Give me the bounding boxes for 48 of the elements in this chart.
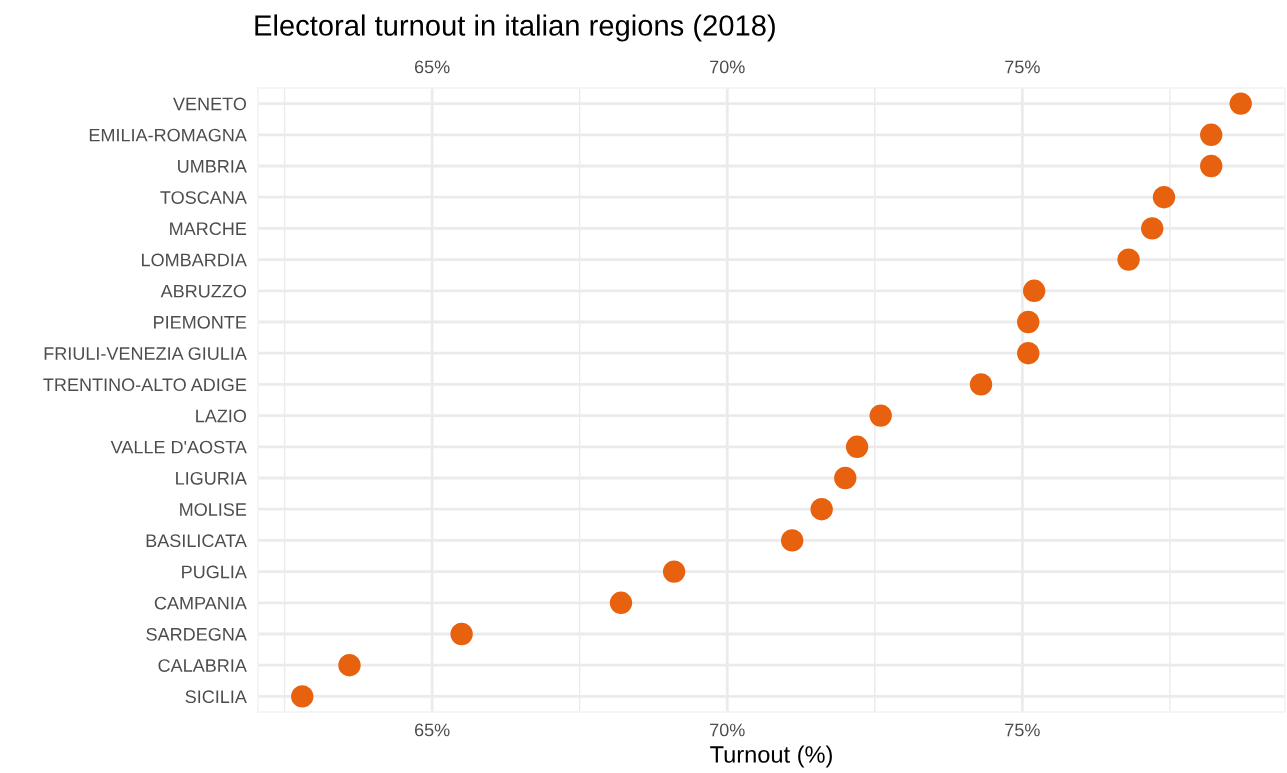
y-tick-label: TOSCANA xyxy=(160,191,247,204)
y-tick-label: LAZIO xyxy=(196,409,247,423)
point xyxy=(1200,123,1223,146)
y-tick-label: VALLE D'AOSTA xyxy=(110,440,247,454)
y-tick-label: VENETO xyxy=(173,97,247,111)
point xyxy=(1017,342,1040,365)
point xyxy=(780,529,804,552)
y-tick-label: PIEMONTE xyxy=(154,315,247,329)
point xyxy=(1017,310,1040,334)
point xyxy=(338,654,361,677)
y-tick-label: MARCHE xyxy=(170,222,247,236)
point xyxy=(869,404,892,427)
point xyxy=(1229,92,1252,115)
y-tick-label: CAMPANIA xyxy=(154,596,247,610)
point xyxy=(1200,154,1223,178)
x2-tick-label: 70% xyxy=(710,60,745,74)
point xyxy=(1141,217,1164,240)
y-tick-label: BASILICATA xyxy=(146,534,247,548)
point xyxy=(450,622,473,646)
x2-tick-label: 65% xyxy=(414,60,450,74)
x-tick-label: 70% xyxy=(710,723,745,737)
x2-tick-label: 75% xyxy=(1005,60,1040,74)
x-axis-title: Turnout (%) xyxy=(710,745,832,768)
y-tick-label: SICILIA xyxy=(185,690,247,704)
point xyxy=(1022,279,1046,302)
point xyxy=(291,685,314,708)
point xyxy=(834,466,857,490)
point xyxy=(662,560,686,583)
y-tick-label: UMBRIA xyxy=(178,160,247,173)
point xyxy=(1152,186,1176,209)
x-tick-label: 75% xyxy=(1005,723,1040,737)
y-tick-label: PUGLIA xyxy=(182,565,247,579)
point xyxy=(845,435,869,458)
y-tick-label: SARDEGNA xyxy=(146,627,247,641)
y-tick-label: FRIULI-VENEZIA GIULIA xyxy=(44,347,247,360)
y-tick-label: CALABRIA xyxy=(158,659,247,672)
point xyxy=(810,498,833,521)
chart-title: Electoral turnout in italian regions (2018) xyxy=(255,14,775,42)
y-tick-label: LIGURIA xyxy=(176,471,247,485)
y-tick-label: TRENTINO-ALTO ADIGE xyxy=(43,378,247,392)
x-tick-label: 65% xyxy=(414,723,450,737)
y-tick-label: EMILIA-ROMAGNA xyxy=(89,128,247,142)
y-tick-label: ABRUZZO xyxy=(160,284,247,298)
point xyxy=(609,591,633,614)
y-tick-label: LOMBARDIA xyxy=(142,253,247,267)
point xyxy=(969,373,993,396)
y-tick-label: MOLISE xyxy=(180,503,247,516)
point xyxy=(1117,248,1140,271)
